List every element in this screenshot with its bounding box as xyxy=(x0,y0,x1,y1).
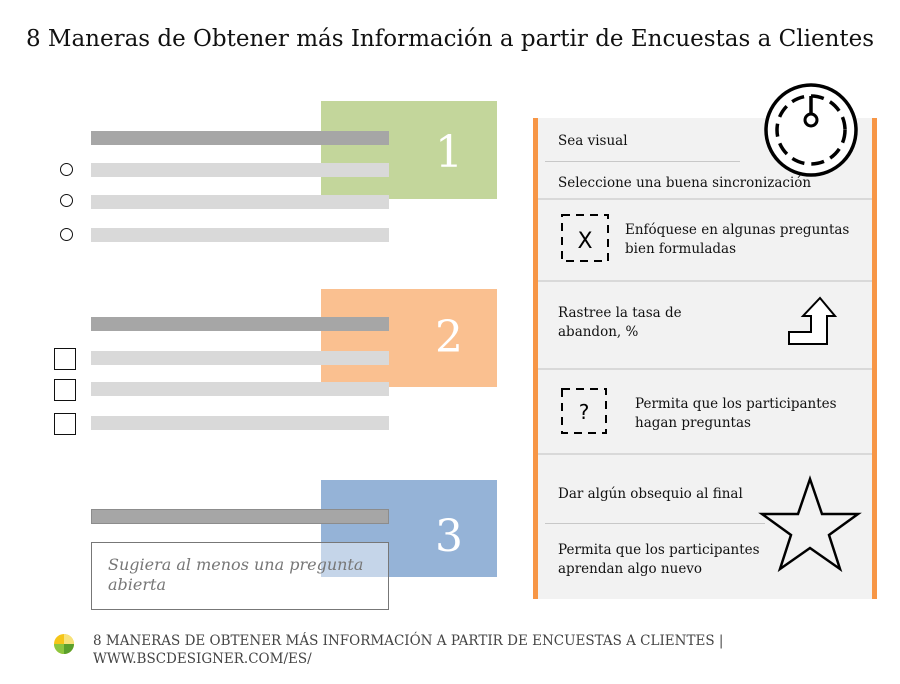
question-bar-3 xyxy=(91,509,389,524)
radio-circle-icon xyxy=(60,163,73,176)
option-bar xyxy=(91,382,389,396)
tip-tasa-abandono: Rastree la tasa de abandon, % xyxy=(558,305,682,340)
panel-left-edge xyxy=(533,118,538,599)
tip-obsequio: Dar algún obsequio al final xyxy=(558,486,743,502)
checkbox-square-icon xyxy=(54,379,76,401)
radio-circle-icon xyxy=(60,194,73,207)
clock-icon xyxy=(764,83,858,177)
tip-sincronizacion: Seleccione una buena sincronización xyxy=(558,175,812,191)
tip-participantes-preguntas: Permita que los participantes hagan preg… xyxy=(635,396,837,431)
turn-up-arrow-icon xyxy=(788,296,838,345)
panel-right-edge xyxy=(872,118,877,599)
footer-line-1: 8 MANERAS DE OBTENER MÁS INFORMACIÓN A P… xyxy=(93,633,724,649)
bsc-designer-logo-icon xyxy=(54,634,74,654)
block-number-3: 3 xyxy=(435,511,463,562)
tip-aprendan: Permita que los participantes aprendan a… xyxy=(558,542,760,577)
tip-sea-visual: Sea visual xyxy=(558,133,628,149)
option-bar xyxy=(91,228,389,242)
divider xyxy=(545,161,740,162)
footer-caption: 8 MANERAS DE OBTENER MÁS INFORMACIÓN A P… xyxy=(93,632,723,668)
dashed-question-box-icon: ? xyxy=(561,388,607,434)
open-question-box: Sugiera al menos una pregunta abierta xyxy=(91,542,389,610)
block-number-1: 1 xyxy=(435,127,463,178)
question-bar-2 xyxy=(91,317,389,331)
divider xyxy=(538,453,872,455)
checkbox-square-icon xyxy=(54,348,76,370)
tip-preguntas: Enfóquese en algunas preguntas bien form… xyxy=(625,222,850,257)
question-letter: ? xyxy=(579,400,590,424)
number-block-3: 3 xyxy=(321,480,497,577)
option-bar xyxy=(91,163,389,177)
dashed-x-box-icon: X xyxy=(561,214,609,262)
option-bar xyxy=(91,416,389,430)
divider xyxy=(545,523,765,524)
checkbox-square-icon xyxy=(54,413,76,435)
divider xyxy=(538,198,872,200)
number-block-1: 1 xyxy=(321,101,497,199)
number-block-2: 2 xyxy=(321,289,497,387)
option-bar xyxy=(91,351,389,365)
radio-circle-icon xyxy=(60,228,73,241)
question-bar-1 xyxy=(91,131,389,145)
x-letter: X xyxy=(577,229,592,254)
star-icon xyxy=(758,475,862,573)
divider xyxy=(538,280,872,282)
page-title: 8 Maneras de Obtener más Información a p… xyxy=(25,26,875,52)
divider xyxy=(538,368,872,370)
option-bar xyxy=(91,195,389,209)
footer-link[interactable]: WWW.BSCDESIGNER.COM/ES/ xyxy=(93,651,312,667)
block-number-2: 2 xyxy=(435,312,463,363)
